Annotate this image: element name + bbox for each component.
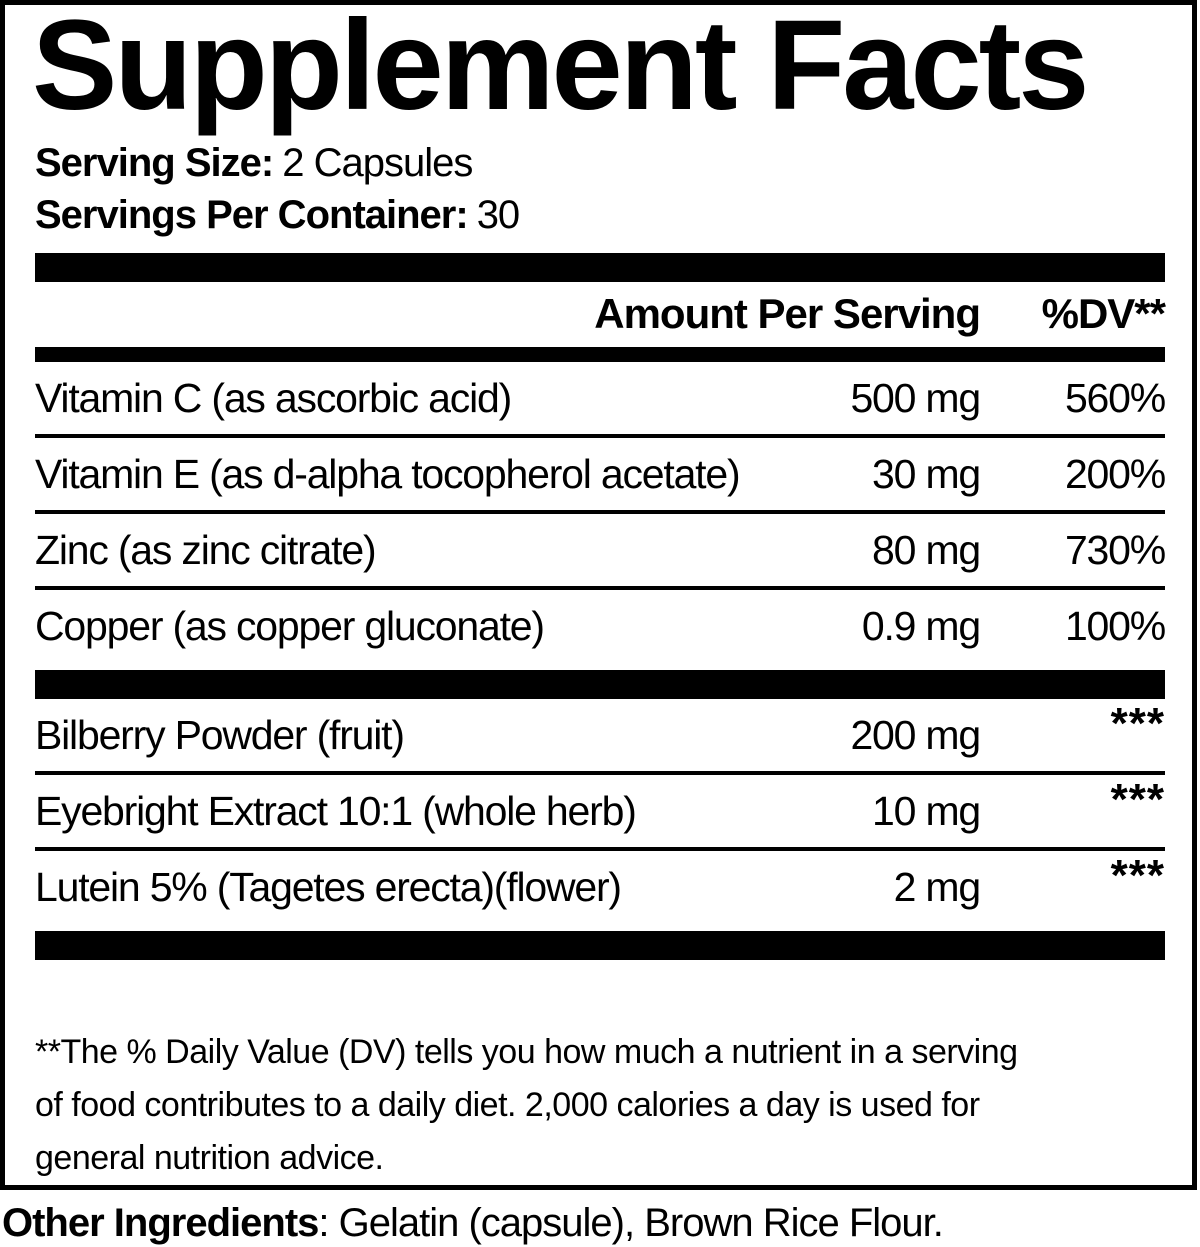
botanical-name: Bilberry Powder (fruit) xyxy=(35,712,405,758)
botanical-name: Eyebright Extract 10:1 (whole herb) xyxy=(35,788,637,834)
nutrient-rows: Vitamin C (as ascorbic acid) 500 mg 560%… xyxy=(35,362,1166,662)
botanical-rows: Bilberry Powder (fruit) 200 mg *** Eyebr… xyxy=(35,699,1165,923)
botanical-amount: 200 mg xyxy=(850,712,981,758)
amount-column-header: Amount Per Serving xyxy=(594,290,981,337)
nutrient-dv: 100% xyxy=(1064,603,1166,649)
nutrient-name: Zinc (as zinc citrate) xyxy=(35,527,377,573)
divider-bar-middle xyxy=(35,670,1165,699)
nutrient-amount: 30 mg xyxy=(872,451,981,497)
dv-column-header: %DV** xyxy=(1041,290,1166,337)
nutrient-amount: 0.9 mg xyxy=(861,603,981,649)
divider-bar-bottom xyxy=(35,931,1165,960)
divider-bar-header xyxy=(35,347,1165,362)
other-ingredients-value: : Gelatin (capsule), Brown Rice Flour. xyxy=(318,1201,943,1245)
nutrient-name: Copper (as copper gluconate) xyxy=(35,603,545,649)
serving-size-label: Serving Size: xyxy=(35,141,274,185)
servings-per-container-line: Servings Per Container: 30 xyxy=(35,189,1165,241)
panel-title: Supplement Facts xyxy=(32,0,1089,137)
nutrient-amount: 80 mg xyxy=(872,527,981,573)
other-ingredients-label: Other Ingredients xyxy=(2,1201,319,1245)
botanical-dv-asterisks: *** xyxy=(1110,699,1165,748)
botanical-row: Bilberry Powder (fruit) 200 mg *** xyxy=(35,699,1165,771)
nutrient-row: Zinc (as zinc citrate) 80 mg 730% xyxy=(35,510,1166,586)
nutrient-name: Vitamin C (as ascorbic acid) xyxy=(35,375,512,421)
daily-value-footnote: **The % Daily Value (DV) tells you how m… xyxy=(35,1033,1018,1177)
footnotes: **The % Daily Value (DV) tells you how m… xyxy=(35,960,1165,1185)
botanical-amount: 2 mg xyxy=(893,864,982,910)
botanical-name: Lutein 5% (Tagetes erecta)(flower) xyxy=(35,864,622,910)
other-ingredients-line: Other Ingredients: Gelatin (capsule), Br… xyxy=(0,1200,1200,1246)
nutrient-row: Vitamin C (as ascorbic acid) 500 mg 560% xyxy=(35,362,1166,434)
botanical-dv-asterisks: *** xyxy=(1110,775,1165,824)
nutrient-dv: 730% xyxy=(1064,527,1166,573)
nutrient-amount: 500 mg xyxy=(850,375,981,421)
serving-info: Serving Size: 2 Capsules Servings Per Con… xyxy=(35,137,1165,241)
column-header-row: Amount Per Serving %DV** xyxy=(35,282,1166,347)
servings-per-container-label: Servings Per Container: xyxy=(35,193,469,237)
botanical-row: Lutein 5% (Tagetes erecta)(flower) 2 mg … xyxy=(35,847,1165,923)
nutrient-name: Vitamin E (as d-alpha tocopherol acetate… xyxy=(35,451,741,497)
nutrient-row: Vitamin E (as d-alpha tocopherol acetate… xyxy=(35,434,1166,510)
serving-size-value: 2 Capsules xyxy=(282,141,473,185)
servings-per-container-value: 30 xyxy=(476,193,520,237)
nutrient-dv: 560% xyxy=(1064,375,1166,421)
botanical-row: Eyebright Extract 10:1 (whole herb) 10 m… xyxy=(35,771,1165,847)
serving-size-line: Serving Size: 2 Capsules xyxy=(35,137,1165,189)
nutrient-dv: 200% xyxy=(1064,451,1166,497)
supplement-facts-panel: Supplement Facts Serving Size: 2 Capsules… xyxy=(0,0,1197,1190)
divider-bar-top xyxy=(35,253,1165,282)
botanical-dv-asterisks: *** xyxy=(1110,851,1165,900)
nutrient-row: Copper (as copper gluconate) 0.9 mg 100% xyxy=(35,586,1166,662)
botanical-amount: 10 mg xyxy=(872,788,981,834)
